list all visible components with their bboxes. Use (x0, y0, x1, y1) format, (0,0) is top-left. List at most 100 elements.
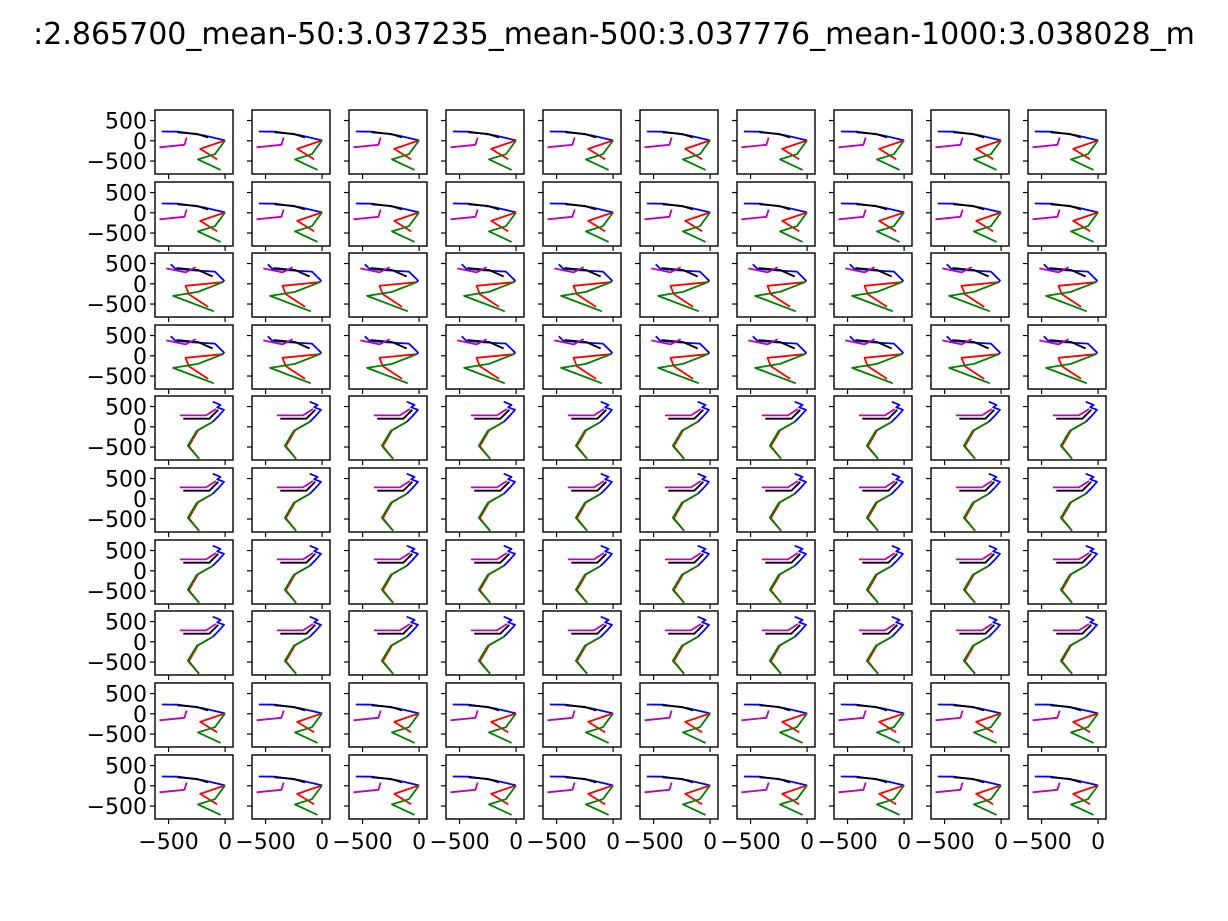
green-series-line (851, 353, 903, 385)
subplot (344, 395, 428, 465)
black-series-line (953, 203, 985, 211)
blue-series-line (212, 400, 225, 423)
green-series-line (973, 784, 1002, 816)
black-series-line (856, 776, 888, 784)
green-series-line (671, 493, 699, 532)
red-series-line (475, 281, 514, 308)
magenta-series-line (761, 408, 799, 417)
y-tick-label: 0 (133, 775, 147, 800)
black-series-line (765, 553, 801, 564)
magenta-series-line (935, 209, 964, 221)
subplot-frame (1027, 539, 1107, 605)
subplot (732, 252, 816, 322)
subplot (1023, 181, 1107, 251)
magenta-series-line (651, 266, 682, 274)
black-series-line (759, 776, 791, 784)
magenta-series-line (457, 338, 488, 346)
black-series-line (1050, 776, 1082, 784)
blue-series-line (212, 544, 225, 567)
subplot (1023, 539, 1107, 609)
blue-series-line (794, 400, 807, 423)
y-tick-label: 0 (133, 631, 147, 656)
subplot-frame (542, 467, 622, 533)
subplot-frame (154, 395, 234, 461)
black-series-line (273, 267, 311, 278)
black-series-line (856, 203, 888, 211)
green-series-line (1059, 636, 1087, 675)
red-series-line (863, 353, 902, 380)
subplot (926, 181, 1010, 251)
subplot (344, 109, 428, 179)
black-series-line (377, 481, 413, 492)
red-series-line (1057, 353, 1096, 380)
green-series-line (768, 565, 796, 604)
y-tick-label: 0 (133, 130, 147, 155)
magenta-series-line (353, 137, 382, 149)
magenta-series-line (845, 266, 876, 274)
magenta-series-line (845, 338, 876, 346)
magenta-series-line (450, 209, 479, 221)
magenta-series-line (547, 209, 576, 221)
subplot-frame (930, 467, 1010, 533)
black-series-line (959, 481, 995, 492)
subplot: −500 0 (332, 754, 428, 855)
green-series-line (1070, 784, 1099, 816)
subplot-frame (736, 610, 816, 676)
blue-series-line (503, 544, 516, 567)
magenta-series-line (955, 623, 993, 632)
magenta-series-line (741, 710, 770, 722)
black-series-line (959, 553, 995, 564)
magenta-series-line (858, 552, 896, 561)
subplot (1023, 610, 1107, 680)
blue-series-line (600, 544, 613, 567)
blue-series-line (655, 263, 710, 283)
green-series-line (585, 784, 614, 816)
green-series-line (1045, 353, 1097, 385)
blue-series-line (794, 615, 807, 638)
y-tick-label: 0 (133, 703, 147, 728)
y-tick-label: 0 (133, 416, 147, 441)
subplot (247, 109, 331, 179)
subplot (441, 324, 525, 394)
subplot (344, 324, 428, 394)
subplot-frame (833, 467, 913, 533)
x-tick-label: −500 (914, 830, 974, 855)
black-series-line (474, 553, 510, 564)
black-series-line (662, 704, 694, 712)
magenta-series-line (256, 710, 285, 722)
magenta-series-line (470, 480, 508, 489)
blue-series-line (309, 544, 322, 567)
y-tick-label: −500 (87, 150, 147, 175)
magenta-series-line (256, 137, 285, 149)
black-series-line (565, 203, 597, 211)
magenta-series-line (567, 623, 605, 632)
green-series-line (876, 211, 905, 243)
subplot (1023, 682, 1107, 752)
black-series-line (273, 339, 311, 350)
blue-series-line (794, 472, 807, 495)
x-tick-label: −500 (235, 830, 295, 855)
magenta-series-line (179, 480, 217, 489)
blue-series-line (946, 263, 1001, 283)
magenta-series-line (256, 209, 285, 221)
black-series-line (662, 203, 694, 211)
green-series-line (294, 784, 323, 816)
subplot (538, 181, 622, 251)
black-series-line (856, 131, 888, 139)
black-series-line (662, 131, 694, 139)
y-tick-label: 500 (105, 468, 147, 493)
subplot-frame (542, 395, 622, 461)
subplot (441, 682, 525, 752)
green-series-line (269, 281, 321, 313)
y-tick-label: 500 (105, 611, 147, 636)
subplot-frame (1027, 754, 1107, 820)
black-series-line (1049, 267, 1087, 278)
red-series-line (281, 353, 320, 380)
magenta-series-line (373, 480, 411, 489)
magenta-series-line (554, 266, 585, 274)
black-series-line (468, 704, 500, 712)
